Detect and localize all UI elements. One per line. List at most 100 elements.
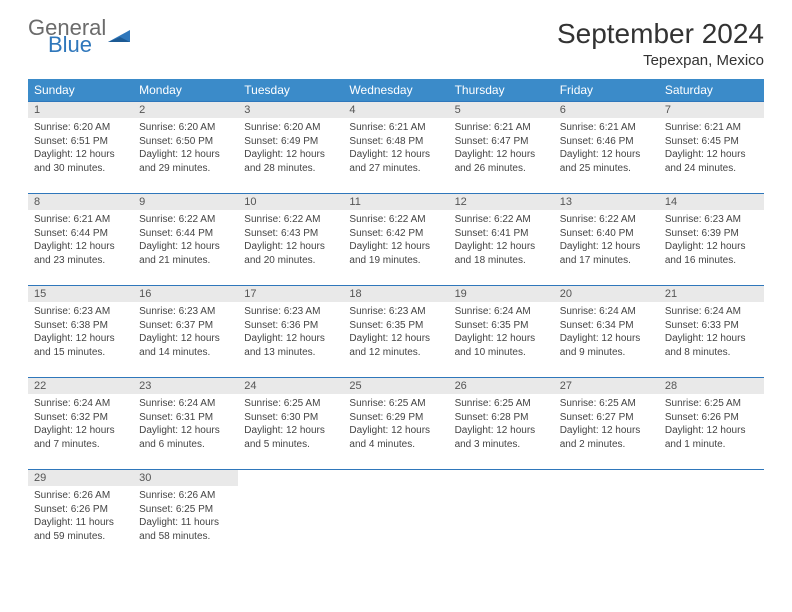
sunset-text: Sunset: 6:51 PM	[34, 135, 127, 149]
sunset-text: Sunset: 6:48 PM	[349, 135, 442, 149]
day-number: 25	[343, 378, 448, 394]
calendar-table: SundayMondayTuesdayWednesdayThursdayFrid…	[28, 79, 764, 562]
day-info: Sunrise: 6:22 AMSunset: 6:40 PMDaylight:…	[554, 210, 659, 271]
sunset-text: Sunset: 6:34 PM	[560, 319, 653, 333]
daylight-text: Daylight: 12 hours and 25 minutes.	[560, 148, 653, 175]
daylight-text: Daylight: 12 hours and 17 minutes.	[560, 240, 653, 267]
daylight-text: Daylight: 12 hours and 24 minutes.	[665, 148, 758, 175]
sunset-text: Sunset: 6:28 PM	[455, 411, 548, 425]
day-info: Sunrise: 6:21 AMSunset: 6:44 PMDaylight:…	[28, 210, 133, 271]
day-number: 15	[28, 286, 133, 302]
daylight-text: Daylight: 12 hours and 16 minutes.	[665, 240, 758, 267]
daylight-text: Daylight: 12 hours and 18 minutes.	[455, 240, 548, 267]
sunset-text: Sunset: 6:33 PM	[665, 319, 758, 333]
daylight-text: Daylight: 12 hours and 13 minutes.	[244, 332, 337, 359]
calendar-week-row: 22Sunrise: 6:24 AMSunset: 6:32 PMDayligh…	[28, 378, 764, 470]
sunrise-text: Sunrise: 6:23 AM	[349, 305, 442, 319]
day-number: 21	[659, 286, 764, 302]
day-number: 8	[28, 194, 133, 210]
day-number: 13	[554, 194, 659, 210]
day-number: 28	[659, 378, 764, 394]
day-info: Sunrise: 6:22 AMSunset: 6:41 PMDaylight:…	[449, 210, 554, 271]
calendar-day-cell: 18Sunrise: 6:23 AMSunset: 6:35 PMDayligh…	[343, 286, 448, 378]
calendar-body: 1Sunrise: 6:20 AMSunset: 6:51 PMDaylight…	[28, 102, 764, 562]
day-number: 16	[133, 286, 238, 302]
weekday-header: Friday	[554, 79, 659, 102]
weekday-header: Saturday	[659, 79, 764, 102]
daylight-text: Daylight: 12 hours and 28 minutes.	[244, 148, 337, 175]
calendar-day-cell: 17Sunrise: 6:23 AMSunset: 6:36 PMDayligh…	[238, 286, 343, 378]
day-number: 11	[343, 194, 448, 210]
sunrise-text: Sunrise: 6:20 AM	[139, 121, 232, 135]
triangle-icon	[108, 28, 134, 46]
calendar-day-cell: 14Sunrise: 6:23 AMSunset: 6:39 PMDayligh…	[659, 194, 764, 286]
daylight-text: Daylight: 12 hours and 21 minutes.	[139, 240, 232, 267]
daylight-text: Daylight: 12 hours and 26 minutes.	[455, 148, 548, 175]
sunrise-text: Sunrise: 6:21 AM	[34, 213, 127, 227]
sunset-text: Sunset: 6:44 PM	[139, 227, 232, 241]
sunrise-text: Sunrise: 6:21 AM	[560, 121, 653, 135]
sunset-text: Sunset: 6:45 PM	[665, 135, 758, 149]
daylight-text: Daylight: 11 hours and 59 minutes.	[34, 516, 127, 543]
sunrise-text: Sunrise: 6:25 AM	[349, 397, 442, 411]
sunset-text: Sunset: 6:37 PM	[139, 319, 232, 333]
weekday-header: Thursday	[449, 79, 554, 102]
sunset-text: Sunset: 6:43 PM	[244, 227, 337, 241]
day-info: Sunrise: 6:23 AMSunset: 6:36 PMDaylight:…	[238, 302, 343, 363]
daylight-text: Daylight: 12 hours and 8 minutes.	[665, 332, 758, 359]
day-info: Sunrise: 6:21 AMSunset: 6:45 PMDaylight:…	[659, 118, 764, 179]
daylight-text: Daylight: 12 hours and 20 minutes.	[244, 240, 337, 267]
calendar-day-cell: 10Sunrise: 6:22 AMSunset: 6:43 PMDayligh…	[238, 194, 343, 286]
day-number: 10	[238, 194, 343, 210]
sunrise-text: Sunrise: 6:23 AM	[34, 305, 127, 319]
calendar-day-cell: 4Sunrise: 6:21 AMSunset: 6:48 PMDaylight…	[343, 102, 448, 194]
sunset-text: Sunset: 6:25 PM	[139, 503, 232, 517]
sunset-text: Sunset: 6:42 PM	[349, 227, 442, 241]
sunset-text: Sunset: 6:35 PM	[455, 319, 548, 333]
calendar-day-cell: 25Sunrise: 6:25 AMSunset: 6:29 PMDayligh…	[343, 378, 448, 470]
day-info: Sunrise: 6:24 AMSunset: 6:34 PMDaylight:…	[554, 302, 659, 363]
day-number: 24	[238, 378, 343, 394]
sunset-text: Sunset: 6:39 PM	[665, 227, 758, 241]
sunrise-text: Sunrise: 6:25 AM	[560, 397, 653, 411]
sunrise-text: Sunrise: 6:25 AM	[244, 397, 337, 411]
location: Tepexpan, Mexico	[557, 52, 764, 69]
sunset-text: Sunset: 6:38 PM	[34, 319, 127, 333]
day-info: Sunrise: 6:23 AMSunset: 6:38 PMDaylight:…	[28, 302, 133, 363]
daylight-text: Daylight: 12 hours and 9 minutes.	[560, 332, 653, 359]
calendar-day-cell: 20Sunrise: 6:24 AMSunset: 6:34 PMDayligh…	[554, 286, 659, 378]
daylight-text: Daylight: 12 hours and 4 minutes.	[349, 424, 442, 451]
calendar-day-cell: 21Sunrise: 6:24 AMSunset: 6:33 PMDayligh…	[659, 286, 764, 378]
day-info: Sunrise: 6:24 AMSunset: 6:33 PMDaylight:…	[659, 302, 764, 363]
title-group: September 2024 Tepexpan, Mexico	[557, 18, 764, 69]
day-number: 30	[133, 470, 238, 486]
day-number: 19	[449, 286, 554, 302]
sunrise-text: Sunrise: 6:26 AM	[139, 489, 232, 503]
calendar-day-cell: 15Sunrise: 6:23 AMSunset: 6:38 PMDayligh…	[28, 286, 133, 378]
sunset-text: Sunset: 6:47 PM	[455, 135, 548, 149]
day-info: Sunrise: 6:25 AMSunset: 6:26 PMDaylight:…	[659, 394, 764, 455]
day-number: 4	[343, 102, 448, 118]
sunrise-text: Sunrise: 6:23 AM	[665, 213, 758, 227]
day-info: Sunrise: 6:25 AMSunset: 6:30 PMDaylight:…	[238, 394, 343, 455]
sunrise-text: Sunrise: 6:22 AM	[455, 213, 548, 227]
day-info: Sunrise: 6:24 AMSunset: 6:35 PMDaylight:…	[449, 302, 554, 363]
calendar-day-cell: 24Sunrise: 6:25 AMSunset: 6:30 PMDayligh…	[238, 378, 343, 470]
sunset-text: Sunset: 6:35 PM	[349, 319, 442, 333]
day-info: Sunrise: 6:21 AMSunset: 6:48 PMDaylight:…	[343, 118, 448, 179]
calendar-day-cell	[449, 470, 554, 562]
calendar-week-row: 1Sunrise: 6:20 AMSunset: 6:51 PMDaylight…	[28, 102, 764, 194]
daylight-text: Daylight: 12 hours and 3 minutes.	[455, 424, 548, 451]
calendar-day-cell: 9Sunrise: 6:22 AMSunset: 6:44 PMDaylight…	[133, 194, 238, 286]
calendar-day-cell: 11Sunrise: 6:22 AMSunset: 6:42 PMDayligh…	[343, 194, 448, 286]
day-info: Sunrise: 6:20 AMSunset: 6:50 PMDaylight:…	[133, 118, 238, 179]
logo-text: General Blue	[28, 18, 106, 56]
daylight-text: Daylight: 12 hours and 30 minutes.	[34, 148, 127, 175]
sunrise-text: Sunrise: 6:20 AM	[34, 121, 127, 135]
sunset-text: Sunset: 6:26 PM	[34, 503, 127, 517]
calendar-header-row: SundayMondayTuesdayWednesdayThursdayFrid…	[28, 79, 764, 102]
day-info: Sunrise: 6:21 AMSunset: 6:47 PMDaylight:…	[449, 118, 554, 179]
day-number: 9	[133, 194, 238, 210]
day-number: 1	[28, 102, 133, 118]
calendar-day-cell: 7Sunrise: 6:21 AMSunset: 6:45 PMDaylight…	[659, 102, 764, 194]
